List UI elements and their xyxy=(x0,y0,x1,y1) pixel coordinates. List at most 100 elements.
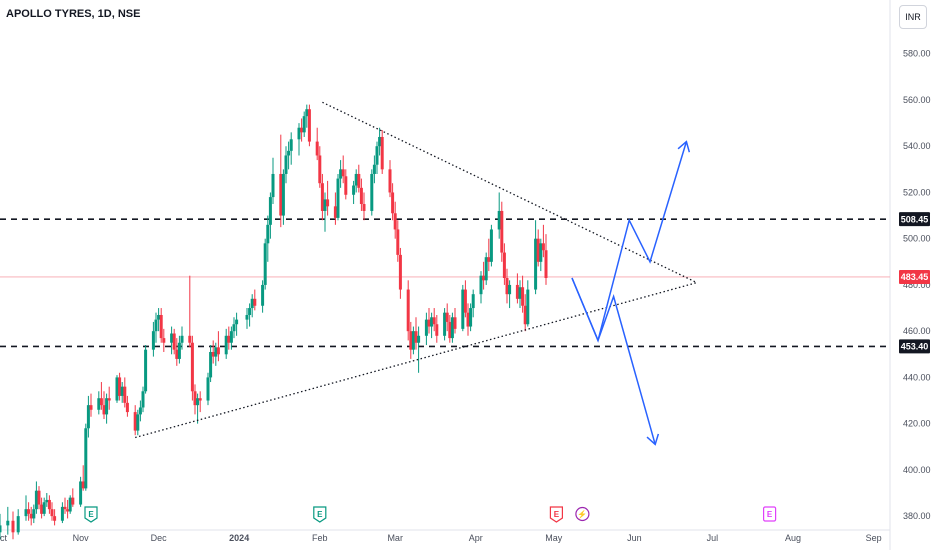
candle-body xyxy=(123,386,127,403)
candle-body xyxy=(396,229,400,255)
price-tick-label: 420.00 xyxy=(903,419,931,429)
candle-body xyxy=(541,243,545,251)
candle-body xyxy=(227,335,231,343)
candle-body xyxy=(297,127,301,140)
event-marker-label: E xyxy=(554,510,560,519)
candle-body xyxy=(248,308,252,315)
candle-body xyxy=(287,150,291,156)
candle-body xyxy=(154,319,158,332)
price-axis: 380.00 400.00 420.00 440.00 460.00 480.00 500.… xyxy=(889,0,931,550)
candle-body xyxy=(29,513,33,519)
candle-body xyxy=(336,178,340,218)
candle-body xyxy=(289,139,293,151)
candle-body xyxy=(505,278,509,295)
candle-body xyxy=(261,284,265,306)
candle-body xyxy=(11,520,15,533)
chart-title: APOLLO TYRES, 1D, NSE xyxy=(6,8,141,20)
candle-body xyxy=(489,229,493,262)
candle-body xyxy=(159,314,163,339)
candle-body xyxy=(175,349,179,359)
candle-body xyxy=(141,391,145,408)
candle-body xyxy=(354,173,358,186)
candle-body xyxy=(50,509,54,517)
price-label-box xyxy=(899,339,930,354)
event-marker: ⚡ xyxy=(575,506,590,522)
candle-body xyxy=(523,305,527,325)
candle-body xyxy=(461,289,465,329)
candle-body xyxy=(81,481,85,489)
candle-body xyxy=(209,351,213,378)
candle-body xyxy=(359,187,363,205)
candle-body xyxy=(16,516,20,533)
candle-body xyxy=(339,169,343,179)
candle-body xyxy=(427,319,431,327)
candle-body xyxy=(333,206,337,218)
candle-body xyxy=(344,176,348,195)
candle-body xyxy=(352,185,356,195)
event-marker: E xyxy=(549,506,563,523)
candle-body xyxy=(102,405,106,415)
price-label-text: 508.45 xyxy=(901,214,929,224)
candle-body xyxy=(534,238,538,290)
candle-body xyxy=(370,173,374,211)
candle-body xyxy=(198,398,202,401)
candle-body xyxy=(375,146,379,165)
time-tick-label: Sep xyxy=(866,533,882,543)
candle-body xyxy=(302,116,306,133)
earnings-icon xyxy=(762,506,777,522)
candle-body xyxy=(196,398,200,406)
candle-body xyxy=(502,252,506,278)
candle-body xyxy=(432,317,436,325)
earnings-icon xyxy=(549,506,563,523)
candle-body xyxy=(71,497,75,505)
triangle-trendlines xyxy=(135,101,698,439)
candle-body xyxy=(157,314,161,320)
event-marker-label: E xyxy=(767,510,773,519)
candle-body xyxy=(341,169,345,177)
candle-body xyxy=(500,210,504,253)
time-tick-label: Feb xyxy=(312,533,328,543)
candle-body xyxy=(409,331,413,350)
candle-body xyxy=(214,347,218,357)
candle-body xyxy=(89,405,93,410)
projection-path xyxy=(571,277,656,445)
price-tick-label: 460.00 xyxy=(903,326,931,336)
candle-body xyxy=(206,377,210,401)
time-tick-label: May xyxy=(545,533,563,543)
candle-body xyxy=(47,499,51,510)
price-tick-label: 520.00 xyxy=(903,187,931,197)
candle-body xyxy=(271,173,275,198)
time-tick-label: Dec xyxy=(151,533,168,543)
time-axis: Oct Nov Dec 2024 Feb Mar Apr May Jun Jul Aug Sep xyxy=(0,529,890,543)
candle-body xyxy=(125,402,129,413)
price-label: 483.45 xyxy=(899,269,930,284)
candle-body xyxy=(24,509,28,517)
event-marker: E xyxy=(762,506,777,522)
candle-body xyxy=(193,391,197,406)
candle-body xyxy=(508,284,512,295)
candle-body xyxy=(320,183,324,211)
currency-button[interactable]: INR xyxy=(899,5,927,29)
candle-body xyxy=(151,331,155,350)
price-tick-label: 440.00 xyxy=(903,372,931,382)
price-tick-label: 580.00 xyxy=(903,49,931,59)
event-marker-label: E xyxy=(317,510,323,519)
event-markers: E E E ⚡ E xyxy=(84,506,777,523)
projection-arrowhead xyxy=(677,140,691,153)
candle-body xyxy=(443,312,447,336)
candle-body xyxy=(300,127,304,133)
event-marker: E xyxy=(313,506,327,523)
candle-body xyxy=(190,342,194,392)
candle-body xyxy=(266,224,270,244)
time-tick-label: Apr xyxy=(469,533,483,543)
candle-body xyxy=(521,287,525,306)
support-resistance-levels xyxy=(0,218,890,348)
candle-body xyxy=(118,377,122,396)
candle-body xyxy=(224,335,228,355)
candle-body xyxy=(463,289,467,313)
candle-body xyxy=(144,349,148,392)
candle-body xyxy=(518,287,522,299)
candle-body xyxy=(107,398,111,401)
price-label: 508.45 xyxy=(899,212,930,227)
